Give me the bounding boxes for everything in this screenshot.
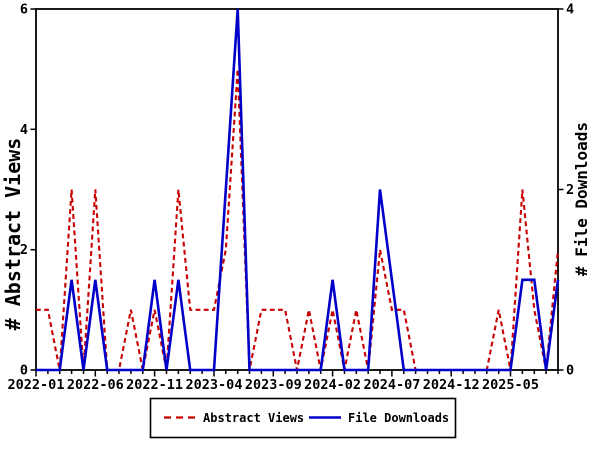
abstract-views-legend-label: Abstract Views xyxy=(203,411,304,425)
legend-box xyxy=(149,397,457,439)
right-axis-tick-label: 2 xyxy=(566,182,574,198)
x-tick-label: 2024-07 xyxy=(363,377,420,393)
legend: Abstract Views File Downloads xyxy=(149,397,457,439)
file-downloads-legend-label: File Downloads xyxy=(348,411,449,425)
x-tick-label: 2024-02 xyxy=(304,377,361,393)
left-axis-ticks xyxy=(30,8,36,371)
right-axis-tick-labels: 0 2 4 xyxy=(566,2,574,379)
abstract-views-series-line xyxy=(36,69,560,372)
left-axis-tick-labels: 0 2 4 6 xyxy=(20,2,28,379)
left-axis-tick-label: 6 xyxy=(20,2,28,18)
series-lines xyxy=(36,8,560,372)
left-axis-tick-label: 2 xyxy=(20,242,28,258)
right-axis-tick-label: 4 xyxy=(566,2,574,18)
right-axis-ticks xyxy=(558,8,564,371)
left-axis-tick-label: 0 xyxy=(20,363,28,379)
x-tick-label: 2024-12 xyxy=(423,377,480,393)
file-downloads-series-line xyxy=(36,8,560,372)
x-tick-label: 2022-01 xyxy=(8,377,65,393)
x-tick-label: 2022-11 xyxy=(126,377,183,393)
left-axis-tick-label: 4 xyxy=(20,122,28,138)
x-tick-label: 2025-05 xyxy=(482,377,539,393)
x-axis-ticks xyxy=(35,370,559,377)
x-tick-label: 2023-09 xyxy=(245,377,302,393)
right-axis-title: # File Downloads xyxy=(572,122,591,276)
x-axis-tick-labels: 2022-01 2022-06 2022-11 2023-04 2023-09 2024-… xyxy=(8,377,539,393)
right-axis-tick-label: 0 xyxy=(566,363,574,379)
x-tick-label: 2022-06 xyxy=(67,377,124,393)
x-tick-label: 2023-04 xyxy=(186,377,243,393)
left-axis-title: # Abstract Views xyxy=(1,138,25,331)
plot-frame xyxy=(35,8,559,371)
